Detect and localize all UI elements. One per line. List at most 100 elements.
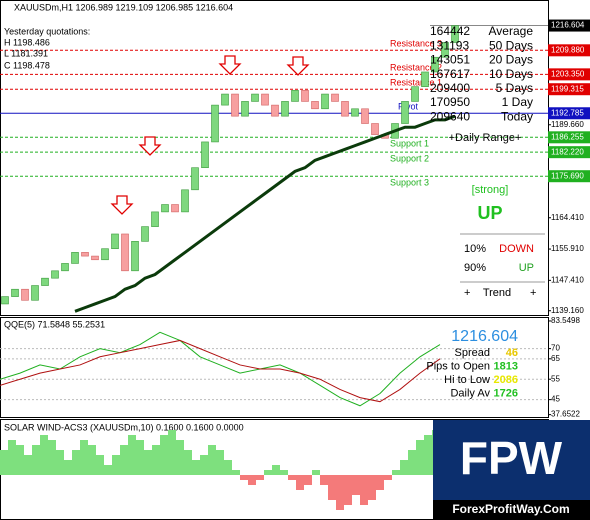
y-tick-label: 55 <box>551 374 560 383</box>
histogram-bar <box>280 470 288 475</box>
signal-arrows <box>110 55 310 215</box>
trend-plus: + <box>464 287 470 299</box>
histogram-bar <box>312 470 320 475</box>
candle-body <box>11 288 19 297</box>
candle-body <box>31 285 39 301</box>
histogram-bar <box>400 460 408 475</box>
histogram-bar <box>328 475 336 500</box>
down-pct: 10% <box>464 243 486 255</box>
candle-body <box>51 270 59 279</box>
logo-site: ForexProfitWay.Com <box>452 502 569 516</box>
up-pct: 90% <box>464 262 486 274</box>
candle-body <box>421 71 429 87</box>
y-tick-label: 37.6522 <box>551 410 580 419</box>
histogram-bar <box>192 460 200 475</box>
moving-average <box>74 114 456 313</box>
histogram-bar <box>352 475 360 495</box>
qqe-line <box>0 339 441 403</box>
level-price: 1199.315 <box>551 84 584 93</box>
histogram-bar <box>64 460 72 475</box>
candle-body <box>221 93 229 106</box>
level-name: Resistance 1 <box>390 78 442 88</box>
info-label: Hi to Low <box>444 374 490 386</box>
info-value: 2086 <box>494 374 518 386</box>
panel-title: QQE(5) 71.5848 55.2531 <box>4 319 105 329</box>
level-name: Resistance 2 <box>390 63 442 73</box>
histogram-bar <box>208 445 216 475</box>
y-tick-label: 1139.160 <box>551 306 584 315</box>
trend-plus: + <box>530 287 536 299</box>
volume-value: 209640 <box>430 109 470 123</box>
y-tick-label: 83.5498 <box>551 316 580 325</box>
histogram-bar <box>336 475 344 510</box>
arrow <box>110 195 134 215</box>
logo-box <box>433 420 590 500</box>
histogram-bar <box>144 450 152 475</box>
volume-label: 50 Days <box>489 38 533 52</box>
y-tick-label: 45 <box>551 395 560 404</box>
qqe-price: 1216.604 <box>451 328 518 345</box>
arrow <box>218 55 242 75</box>
histogram-bar <box>112 455 120 475</box>
level-tag <box>548 68 590 81</box>
histogram-bar <box>360 475 368 505</box>
yesterday-high: H 1198.486 <box>4 37 50 47</box>
histogram-bar <box>288 475 296 480</box>
level-tag <box>548 131 590 144</box>
candle-body <box>91 255 99 261</box>
logo-mark: FPW <box>460 432 563 484</box>
level-price: 1186.255 <box>551 132 584 141</box>
candle-body <box>111 233 119 250</box>
histogram-bar <box>136 440 144 475</box>
histogram-bar <box>384 475 392 480</box>
candle-body <box>211 104 219 143</box>
volume-label: 10 Days <box>489 67 533 81</box>
y-tick-label: 1155.910 <box>551 244 584 253</box>
candle-body <box>301 90 309 102</box>
candle-body <box>201 141 209 169</box>
level-price: 1203.350 <box>551 69 585 78</box>
candle-body <box>141 226 149 242</box>
last-price-tag <box>548 19 590 32</box>
info-value: 1726 <box>494 387 518 399</box>
histogram-bar <box>184 450 192 475</box>
candle-body <box>351 108 359 117</box>
level-name: Resistance 3 <box>390 39 442 49</box>
histogram-bar <box>408 450 416 475</box>
candle-body <box>71 252 79 264</box>
level-tag <box>548 146 590 159</box>
candle-body <box>101 248 109 261</box>
yesterday-title: Yesterday quotations: <box>4 26 90 36</box>
histogram-bar <box>424 435 432 475</box>
histogram-bar <box>232 470 240 475</box>
trend-label: Trend <box>483 287 511 299</box>
level-price: 1182.220 <box>551 147 584 156</box>
info-value: 46 <box>506 347 518 359</box>
candle-body <box>121 233 129 272</box>
histogram-bar <box>248 475 256 485</box>
histogram-bar <box>56 450 64 475</box>
candle-body <box>191 167 199 191</box>
volume-value: 170950 <box>430 95 470 109</box>
candle-body <box>171 204 179 213</box>
down-label: DOWN <box>499 243 534 255</box>
candle-body <box>1 296 9 305</box>
candle-body <box>331 93 339 102</box>
histogram-bar <box>304 475 312 485</box>
up-label: UP <box>519 262 534 274</box>
qqe-info: Spread 46 Pips to Open 1813 Hi to Low 2086 Dai… <box>426 347 518 400</box>
level-name: Support 2 <box>390 154 429 164</box>
candle-body <box>261 93 269 106</box>
histogram-bar <box>320 475 328 485</box>
volume-label: 1 Day <box>502 95 533 109</box>
histogram-bar <box>104 465 112 475</box>
candle-body <box>61 263 69 272</box>
histogram-bar <box>256 475 264 480</box>
marks: 1189.660 1164.410 1155.910 1147.410 1139.160… <box>0 19 590 510</box>
daily-range: +Daily Range+ <box>449 132 522 144</box>
candle-body <box>161 204 169 213</box>
histogram-bar <box>200 455 208 475</box>
volume-label: Today <box>501 109 533 123</box>
histogram-bar <box>128 435 136 475</box>
